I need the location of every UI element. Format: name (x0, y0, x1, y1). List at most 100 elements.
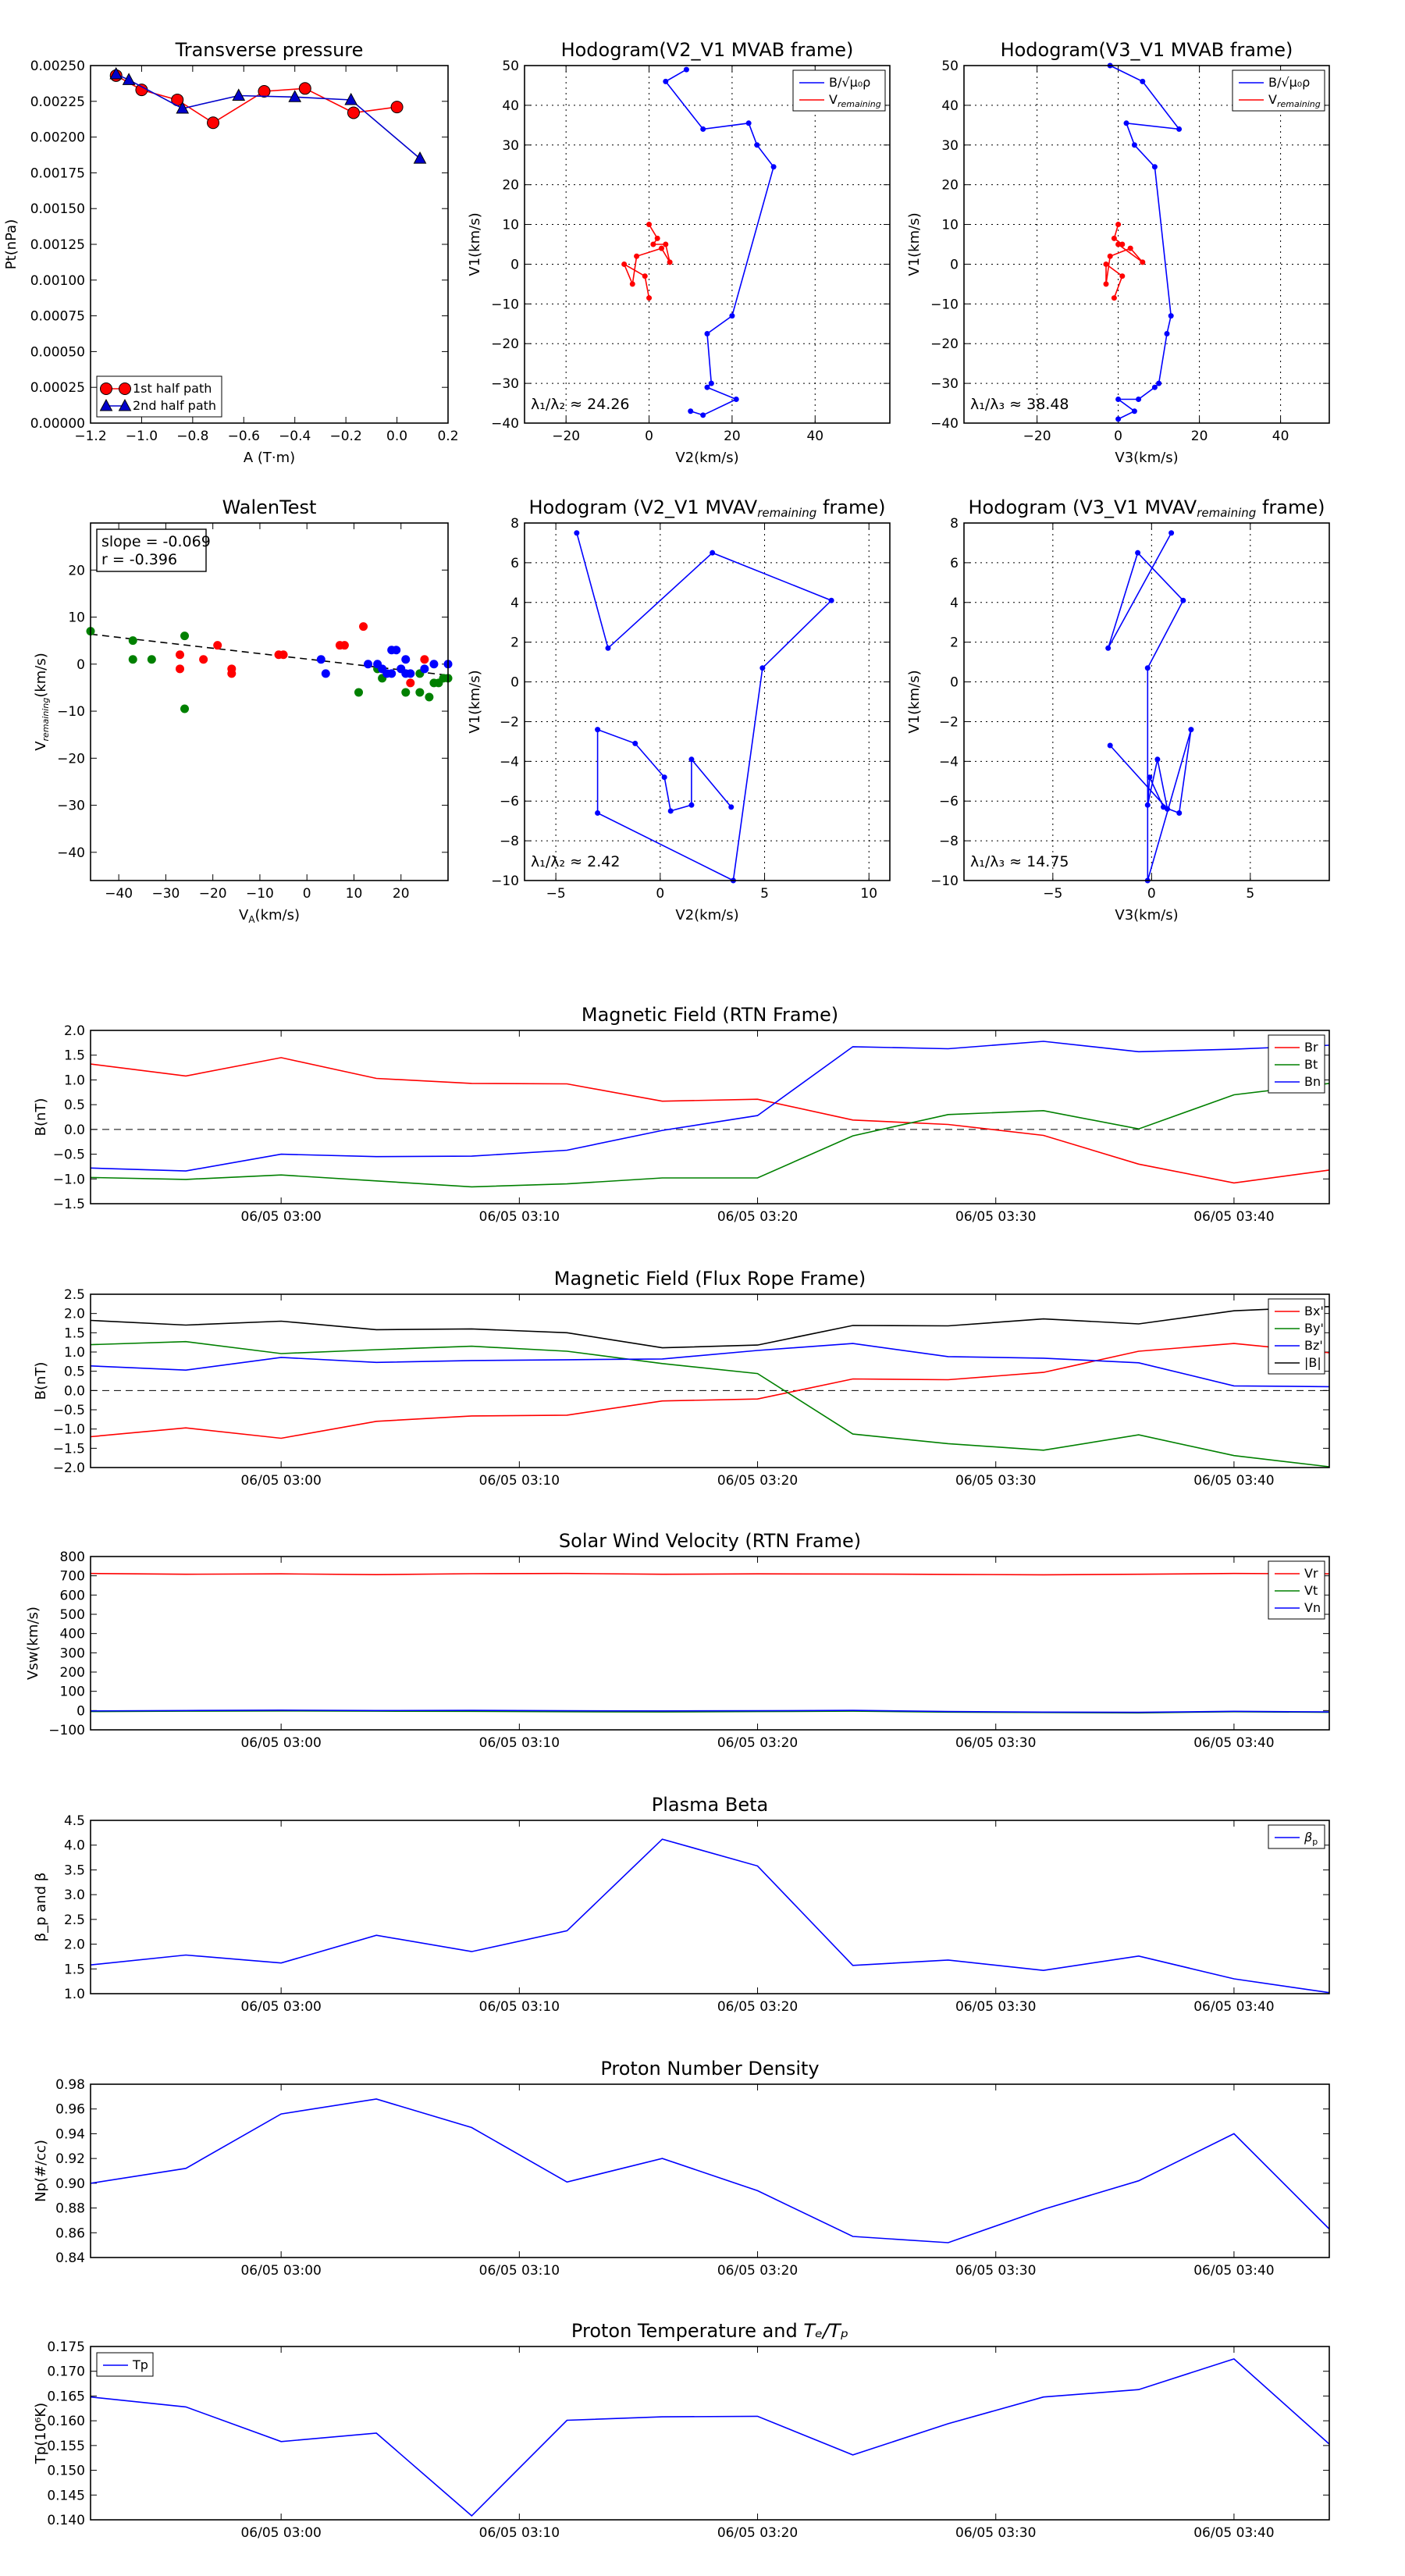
h4-point (1154, 756, 1161, 763)
h3-ytick-label: −10 (491, 873, 519, 889)
h1-ytick-label: −40 (491, 416, 519, 432)
bflux-title: Magnetic Field (Flux Rope Frame) (554, 1268, 866, 1290)
h4-ytick-label: 2 (950, 635, 959, 651)
vsw-title: Solar Wind Velocity (RTN Frame) (559, 1530, 861, 1552)
vsw-ytick-label: 200 (60, 1665, 85, 1681)
h4-point (1165, 806, 1171, 812)
h1-point (642, 273, 648, 279)
bfield-legend-box (1268, 1034, 1325, 1094)
beta-xtick-label: 06/05 03:30 (955, 1999, 1036, 2015)
beta-ytick-label: 2.0 (64, 1937, 85, 1953)
h2-point (1136, 396, 1142, 402)
walen-point (401, 655, 411, 664)
h4-ytick-label: −10 (930, 873, 959, 889)
h1-point (634, 253, 640, 259)
bflux-ytick-label: 1.5 (64, 1325, 85, 1341)
chart-np: 06/05 03:00 06/05 03:10 06/05 03:20 06/05 0… (33, 2058, 1330, 2279)
bfield-series-Bt (90, 1083, 1330, 1188)
walen-ytick-label: −40 (57, 845, 85, 861)
h4-point (1180, 597, 1186, 603)
walen-point (316, 655, 325, 664)
walen-point (128, 655, 137, 664)
bflux-frame (90, 1293, 1330, 1468)
h3-series-B (576, 532, 833, 882)
h2-point (1119, 273, 1126, 279)
vsw-xtick-label: 06/05 03:00 (240, 1735, 321, 1751)
h4-point (1144, 802, 1151, 808)
h2-xtick-label: −20 (1023, 429, 1051, 444)
bfield-legend-label: Bt (1304, 1057, 1318, 1072)
walen-point (227, 669, 237, 678)
vsw-ytick-label: 500 (60, 1607, 85, 1623)
np-plot-area (91, 2084, 1329, 2258)
tp-plot-area (91, 2347, 1329, 2520)
vsw-xtick-label: 06/05 03:10 (479, 1735, 560, 1751)
h3-xtick-label: 10 (860, 886, 877, 902)
h1-point (663, 78, 669, 84)
h1-point (659, 245, 664, 251)
chart-walen: −40 −30 −20 −10 0 10 20 −40 −30 −20 −10 0 10 20 WalenT… (33, 496, 453, 925)
walen-point (425, 692, 434, 702)
h2-point (1140, 259, 1146, 265)
np-xtick-label: 06/05 03:30 (955, 2263, 1036, 2279)
walen-point (429, 660, 439, 669)
pt-legend-box (96, 375, 222, 418)
h2-ytick-label: 10 (941, 218, 959, 233)
bfield-ytick-label: 0.0 (64, 1123, 85, 1138)
h2-point (1168, 313, 1174, 319)
h3-ytick-label: 2 (510, 635, 519, 651)
h1-point (654, 235, 660, 241)
beta-title: Plasma Beta (652, 1794, 768, 1816)
h1-point (754, 142, 760, 148)
h1-ytick-label: 10 (502, 218, 519, 233)
tp-title: Proton Temperature and Tₑ/Tₚ (571, 2320, 848, 2342)
h3-ytick-label: −8 (500, 834, 519, 849)
h2-point (1103, 261, 1109, 267)
h4-ytick-label: −6 (939, 794, 959, 809)
beta-ytick-label: 3.5 (64, 1863, 85, 1878)
pt-ytick-label: 0.00200 (30, 130, 85, 146)
h3-point (688, 756, 695, 763)
pt-legend-point (99, 398, 113, 411)
h1-point (708, 380, 714, 386)
h4-plot-area (964, 523, 1329, 881)
bflux-ytick-label: 0.5 (64, 1364, 85, 1380)
bfield-series-Bn (90, 1041, 1330, 1172)
h1-ytick-label: 30 (502, 138, 519, 154)
h4-ytick-label: 4 (950, 596, 959, 611)
h1-plot-area (525, 66, 890, 423)
chart-vsw: 06/05 03:00 06/05 03:10 06/05 03:20 06/05 0… (25, 1530, 1330, 1751)
bflux-series-By (90, 1340, 1330, 1468)
pt-frame (90, 65, 449, 424)
h2-legend-box (1232, 69, 1325, 112)
h1-xtick-label: 20 (724, 429, 741, 444)
bfield-series-Br (90, 1057, 1330, 1184)
tp-ytick-label: 0.170 (47, 2364, 85, 2380)
h3-point (828, 597, 834, 603)
beta-ytick-label: 1.5 (64, 1962, 85, 1977)
h2-ytick-label: −40 (930, 416, 959, 432)
pt-ytick-label: 0.00000 (30, 416, 85, 432)
walen-point (279, 650, 288, 660)
h4-series-B (1107, 532, 1192, 881)
h4-ytick-label: −4 (939, 754, 959, 770)
pt-ytick-label: 0.00050 (30, 344, 85, 360)
bflux-ytick-label: −0.5 (53, 1403, 85, 1418)
np-xtick-label: 06/05 03:40 (1193, 2263, 1274, 2279)
bfield-ytick-label: −0.5 (53, 1147, 85, 1163)
h3-point (759, 665, 766, 671)
bflux-ylabel: B(nT) (33, 1362, 49, 1400)
walen-point (199, 655, 208, 664)
walen-point (354, 688, 363, 697)
walen-point (415, 688, 425, 697)
bfield-xtick-label: 06/05 03:10 (479, 1209, 560, 1225)
h4-point (1105, 645, 1112, 651)
np-ytick-label: 0.86 (55, 2226, 85, 2241)
h2-point (1151, 164, 1158, 170)
walen-ytick-label: 20 (68, 563, 85, 578)
h3-point (661, 774, 667, 781)
bflux-xtick-label: 06/05 03:00 (240, 1473, 321, 1489)
bfield-xtick-label: 06/05 03:40 (1193, 1209, 1274, 1225)
pt-legend-point (100, 382, 112, 395)
h1-point (729, 313, 735, 319)
